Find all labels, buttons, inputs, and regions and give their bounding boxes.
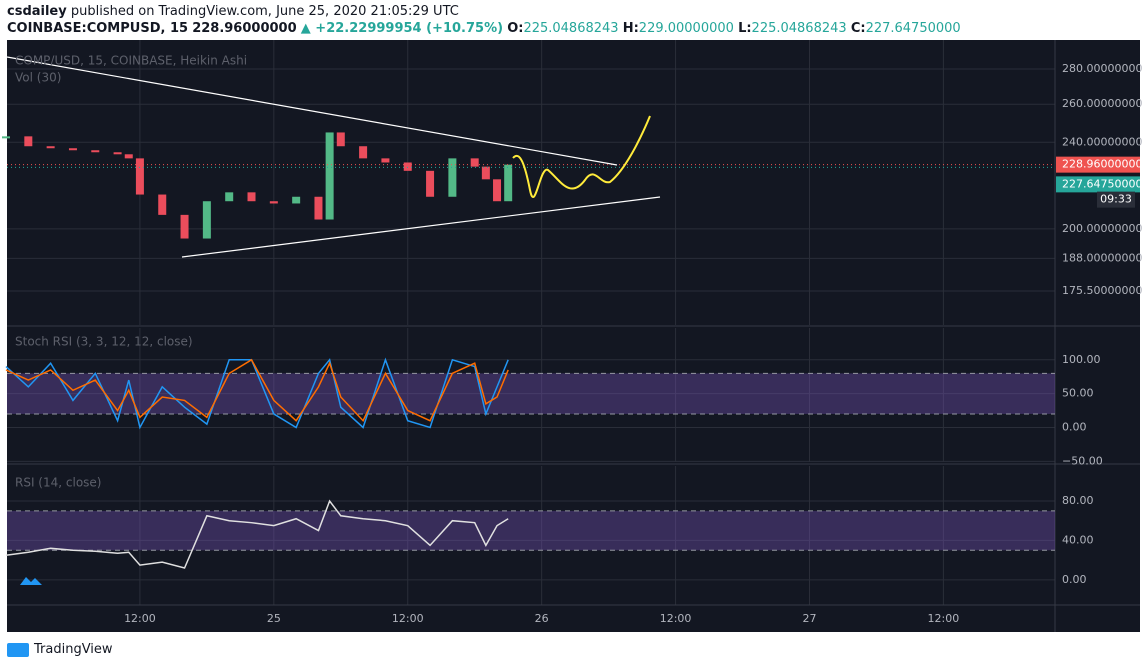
drawing [512,115,651,199]
price-tag [1056,176,1140,193]
y-tick-label: 280.00000000 [1062,62,1142,75]
x-tick-label: 12:00 [660,612,692,625]
x-tick-label: 26 [535,612,549,625]
candle [180,214,189,239]
candle [325,132,334,220]
y-tick-label: 100.00 [1062,353,1101,366]
candle [493,179,502,202]
candle [135,158,144,195]
ohlc-key: H: [622,21,639,36]
y-tick-label: 200.00000000 [1062,222,1142,235]
y-tick-label: 260.00000000 [1062,97,1142,110]
countdown-box [1097,191,1135,208]
header-line: COINBASE:COMPUSD, 15 228.96000000 ▲ +22.… [7,21,961,36]
y-tick-label: 40.00 [1062,533,1094,546]
band [7,510,1055,551]
ohlc-key: L: [738,21,752,36]
candle [113,152,122,155]
y-tick-label: 240.00000000 [1062,135,1142,148]
price-tag-label: 228.96000000 [1062,158,1142,171]
trendline [6,56,618,166]
candle [292,196,301,204]
ohlc-value: 225.04868243 [751,21,847,36]
x-tick-label: 25 [267,612,281,625]
candle [314,196,323,220]
ohlc-key: O: [507,21,524,36]
pane-legend: Stoch RSI (3, 3, 12, 12, close) [15,335,193,349]
x-tick-label: 12:00 [124,612,156,625]
candle [481,166,490,180]
candle [247,192,256,202]
x-tick-label: 27 [802,612,816,625]
price-tags: 228.96000000 227.64750000 09:33 [1056,156,1142,208]
ohlc-value: 225.04868243 [523,21,619,36]
candle [403,162,412,171]
ohlc-key: C: [850,21,866,36]
candle [124,154,133,159]
change: ▲ +22.22999954 (+10.75%) [300,21,504,36]
price-tag [1056,156,1140,173]
candle [68,148,77,151]
series-line [5,358,509,423]
ohlc-value: 229.00000000 [638,21,734,36]
candle [2,136,10,139]
symbol: COINBASE:COMPUSD, 15 [7,21,189,36]
candle [225,192,234,202]
author: csdailey [7,4,67,19]
y-tick-label: −50.00 [1062,454,1103,467]
y-tick-label: 0.00 [1062,420,1087,433]
y-tick-label: 50.00 [1062,387,1094,400]
candle [158,194,167,215]
ohlc: O:225.04868243 H:229.00000000 L:225.0486… [507,21,961,36]
published: published on TradingView.com, June 25, 2… [70,4,459,19]
candle [470,158,479,167]
footer-logo [7,643,29,657]
x-tick-label: 12:00 [392,612,424,625]
marks [2,132,1055,569]
logo [20,577,42,585]
trendline [181,196,661,258]
price-tag-label: 227.64750000 [1062,177,1142,190]
candle [426,170,435,197]
price: 228.96000000 [192,21,297,36]
x-tick-label: 12:00 [928,612,960,625]
pane-legend: COMP/USD, 15, COINBASE, Heikin Ashi [15,54,247,68]
candle [336,132,345,147]
candle [46,146,55,149]
series-line [5,499,509,569]
header-line: csdailey published on TradingView.com, J… [7,4,459,19]
y-tick-label: 0.00 [1062,573,1087,586]
candle [448,158,457,197]
footer: TradingView [34,642,113,657]
candle [24,136,33,147]
candle [359,146,368,159]
chart-background [7,40,1140,632]
band [7,373,1055,414]
y-tick-label: 188.00000000 [1062,251,1142,264]
y-tick-label: 175.50000000 [1062,284,1142,297]
candle [269,201,278,204]
y-tick-label: 80.00 [1062,494,1094,507]
candle [381,158,390,163]
candle [91,150,100,153]
pane-legend: RSI (14, close) [15,476,101,490]
candle [504,164,513,202]
ohlc-value: 227.64750000 [865,21,961,36]
countdown: 09:33 [1100,193,1132,206]
candle [202,201,211,239]
pane-legend: Vol (30) [15,71,61,85]
